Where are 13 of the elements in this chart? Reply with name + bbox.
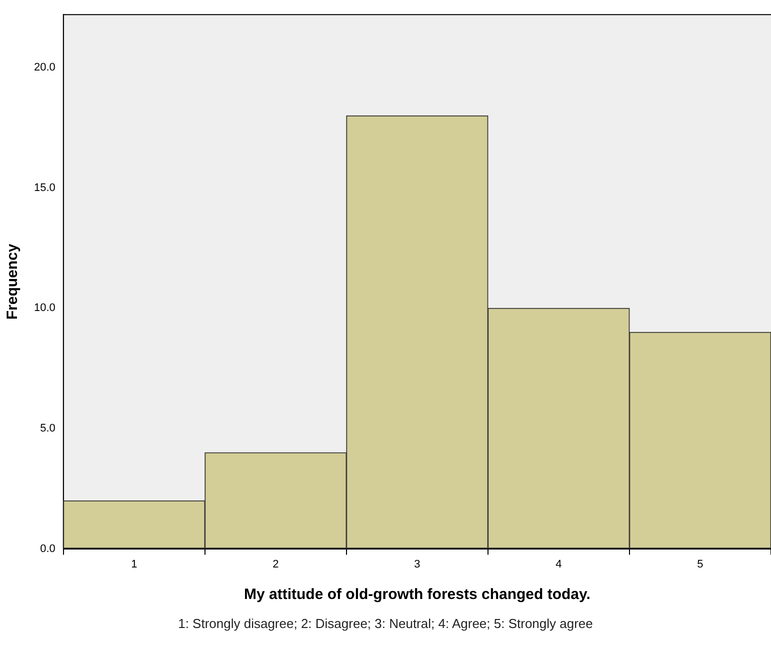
y-tick-label: 15.0: [34, 182, 56, 194]
y-tick-label: 0.0: [40, 542, 56, 555]
x-tick-label: 5: [697, 558, 704, 570]
y-tick-label: 20.0: [34, 62, 56, 74]
x-tick-label: 3: [414, 558, 420, 570]
x-tick-label: 1: [131, 558, 138, 570]
y-tick-label: 5.0: [40, 422, 56, 435]
y-axis-title: Frequency: [4, 243, 22, 320]
x-axis-title: My attitude of old-growth forests changed today.: [244, 586, 590, 604]
y-tick-label: 10.0: [34, 302, 56, 314]
text: 1: Strongly disagree; 2: Disagree; 3: Neutral; 4: Agree; 5: Strongly agree: [177, 616, 594, 631]
x-tick-label: 2: [272, 558, 279, 570]
x-tick-label: 4: [556, 558, 562, 570]
